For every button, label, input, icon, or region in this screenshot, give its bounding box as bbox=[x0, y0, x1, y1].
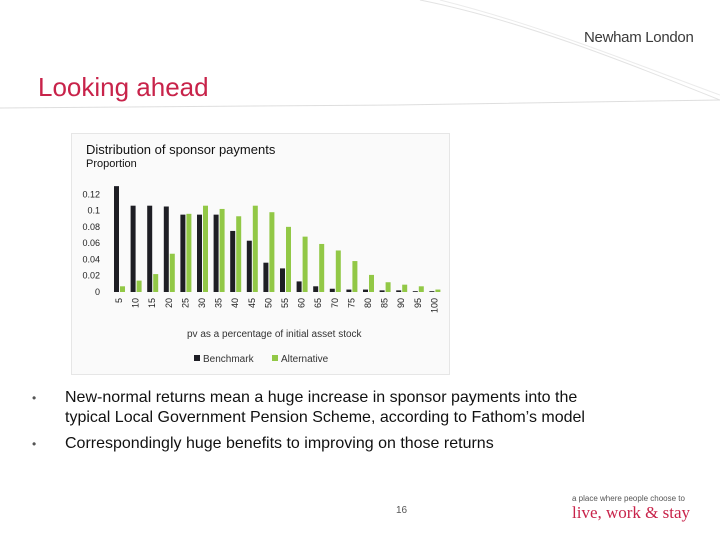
bar-benchmark-55 bbox=[280, 268, 285, 292]
y-axis-ticks: 0 0.02 0.04 0.06 0.08 0.1 0.12 bbox=[82, 189, 100, 297]
bar-benchmark-75 bbox=[346, 289, 352, 292]
legend-label-alternative: Alternative bbox=[281, 354, 329, 365]
bar-alternative-25 bbox=[186, 213, 192, 292]
legend-swatch-benchmark bbox=[194, 355, 200, 361]
x-tick-label: 85 bbox=[380, 298, 390, 308]
bullet-text: Correspondingly huge benefits to improvi… bbox=[65, 435, 494, 452]
bar-benchmark-70 bbox=[329, 288, 335, 292]
chart-container: Distribution of sponsor payments Proport… bbox=[71, 133, 450, 375]
bar-alternative-75 bbox=[352, 261, 358, 292]
bar-alternative-30 bbox=[203, 205, 208, 292]
sponsor-payments-chart: Distribution of sponsor payments Proport… bbox=[82, 142, 441, 365]
bar-benchmark-25 bbox=[180, 214, 186, 292]
bar-benchmark-5 bbox=[114, 186, 119, 292]
bar-benchmark-15 bbox=[147, 205, 153, 292]
x-tick-label: 100 bbox=[429, 298, 439, 313]
decorative-swoosh bbox=[0, 0, 720, 109]
bar-benchmark-95 bbox=[412, 291, 418, 292]
bar-alternative-70 bbox=[335, 250, 341, 292]
chart-y-axis-label: Proportion bbox=[86, 158, 137, 170]
bar-benchmark-65 bbox=[313, 286, 319, 292]
bullet-list: • New-normal returns mean a huge increase… bbox=[32, 388, 612, 460]
bar-benchmark-30 bbox=[197, 214, 202, 292]
chart-legend: Benchmark Alternative bbox=[194, 354, 329, 365]
y-tick-label: 0.04 bbox=[82, 254, 100, 264]
bar-benchmark-50 bbox=[263, 262, 269, 292]
legend-swatch-alternative bbox=[272, 355, 278, 361]
bar-alternative-45 bbox=[252, 205, 258, 292]
bar-benchmark-35 bbox=[213, 214, 219, 292]
slide-title: Looking ahead bbox=[38, 72, 209, 102]
bar-benchmark-60 bbox=[296, 281, 302, 292]
y-tick-label: 0.1 bbox=[87, 206, 100, 216]
bar-alternative-10 bbox=[136, 280, 142, 292]
x-tick-label: 95 bbox=[413, 298, 423, 308]
bar-benchmark-10 bbox=[130, 205, 136, 292]
bar-alternative-80 bbox=[369, 274, 374, 292]
bar-alternative-100 bbox=[435, 289, 441, 292]
bar-alternative-20 bbox=[169, 253, 175, 292]
bar-alternative-90 bbox=[402, 284, 408, 292]
x-tick-label: 75 bbox=[346, 298, 356, 308]
x-tick-label: 60 bbox=[297, 298, 307, 308]
bullet-item: • New-normal returns mean a huge increase… bbox=[32, 388, 612, 428]
bar-alternative-55 bbox=[286, 226, 291, 292]
bullet-text: New-normal returns mean a huge increase … bbox=[65, 389, 585, 426]
x-tick-label: 15 bbox=[147, 298, 157, 308]
x-tick-label: 35 bbox=[214, 298, 224, 308]
x-axis-ticks: 5 10 15 20 25 30 35 40 45 50 55 60 65 70 75 80 85 90 95 100 bbox=[114, 298, 439, 313]
y-tick-label: 0 bbox=[95, 287, 100, 297]
bar-alternative-35 bbox=[219, 208, 225, 292]
bar-alternative-85 bbox=[385, 282, 391, 292]
bar-alternative-15 bbox=[153, 274, 159, 292]
bar-benchmark-90 bbox=[396, 290, 402, 292]
y-tick-label: 0.12 bbox=[82, 189, 100, 199]
x-tick-label: 70 bbox=[330, 298, 340, 308]
bar-benchmark-80 bbox=[363, 289, 368, 292]
x-tick-label: 65 bbox=[313, 298, 323, 308]
tagline-small: a place where people choose to bbox=[572, 494, 685, 503]
legend-label-benchmark: Benchmark bbox=[203, 354, 255, 365]
x-tick-label: 55 bbox=[280, 298, 290, 308]
x-tick-label: 25 bbox=[180, 298, 190, 308]
x-tick-label: 80 bbox=[363, 298, 373, 308]
bar-alternative-60 bbox=[302, 236, 308, 292]
chart-bars bbox=[114, 186, 441, 292]
x-tick-label: 40 bbox=[230, 298, 240, 308]
bullet-dot: • bbox=[32, 391, 37, 405]
bar-benchmark-100 bbox=[429, 291, 435, 292]
x-tick-label: 45 bbox=[247, 298, 257, 308]
x-tick-label: 90 bbox=[396, 298, 406, 308]
bar-alternative-50 bbox=[269, 212, 275, 292]
x-tick-label: 5 bbox=[114, 298, 124, 303]
x-tick-label: 50 bbox=[263, 298, 273, 308]
bar-alternative-65 bbox=[319, 243, 325, 292]
x-tick-label: 10 bbox=[131, 298, 141, 308]
chart-x-axis-label: pv as a percentage of initial asset stoc… bbox=[187, 329, 363, 340]
x-tick-label: 20 bbox=[164, 298, 174, 308]
bar-alternative-95 bbox=[418, 286, 424, 292]
chart-title: Distribution of sponsor payments bbox=[86, 142, 276, 157]
bar-alternative-5 bbox=[120, 286, 125, 292]
bar-benchmark-20 bbox=[163, 206, 169, 292]
bullet-item: • Correspondingly huge benefits to improv… bbox=[32, 434, 612, 454]
x-tick-label: 30 bbox=[197, 298, 207, 308]
bar-benchmark-45 bbox=[246, 240, 252, 292]
bar-alternative-40 bbox=[236, 216, 242, 292]
newham-london-logo: Newham London bbox=[584, 29, 694, 46]
bar-benchmark-85 bbox=[379, 290, 385, 292]
y-tick-label: 0.02 bbox=[82, 271, 100, 281]
y-tick-label: 0.08 bbox=[82, 222, 100, 232]
y-tick-label: 0.06 bbox=[82, 238, 100, 248]
page-number: 16 bbox=[396, 505, 408, 516]
bullet-dot: • bbox=[32, 437, 37, 451]
tagline-logo: live, work & stay bbox=[572, 503, 691, 522]
bar-benchmark-40 bbox=[230, 230, 236, 292]
